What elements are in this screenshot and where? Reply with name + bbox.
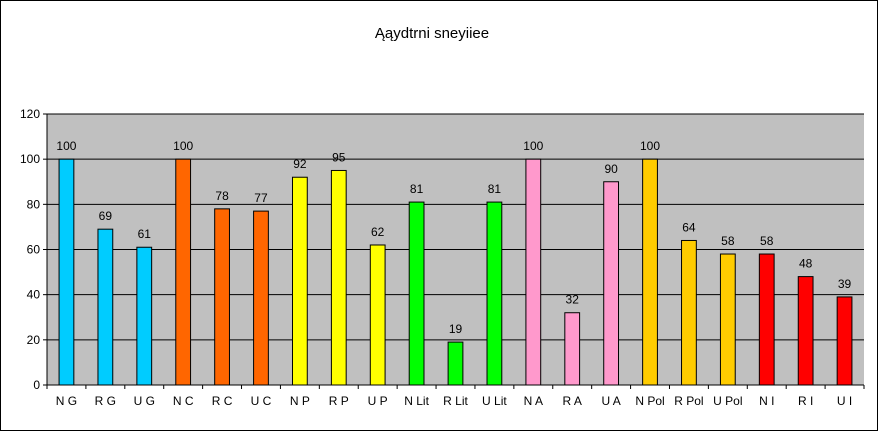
x-tick-label: U G xyxy=(134,394,155,408)
data-label: 69 xyxy=(99,209,113,223)
bar xyxy=(369,244,386,386)
y-tick-label: 80 xyxy=(27,197,41,211)
data-label: 19 xyxy=(449,322,463,336)
x-tick-label: N Lit xyxy=(404,394,429,408)
x-tick-label: U C xyxy=(251,394,272,408)
bar xyxy=(291,176,308,386)
x-tick-label: N A xyxy=(524,394,543,408)
x-tick-label: N Pol xyxy=(635,394,664,408)
bar xyxy=(58,158,75,386)
data-label: 100 xyxy=(173,139,193,153)
data-label: 62 xyxy=(371,225,385,239)
data-label: 64 xyxy=(682,220,696,234)
bar xyxy=(408,201,425,386)
data-label: 90 xyxy=(604,162,618,176)
data-label: 58 xyxy=(721,234,735,248)
bar xyxy=(719,253,736,386)
x-tick-label: R Pol xyxy=(674,394,703,408)
bar xyxy=(214,208,230,386)
y-tick-label: 0 xyxy=(33,378,40,392)
y-tick-label: 20 xyxy=(27,333,41,347)
data-label: 48 xyxy=(799,257,813,271)
x-tick-label: R I xyxy=(798,394,813,408)
x-tick-label: R A xyxy=(563,394,582,408)
bar xyxy=(797,276,814,386)
x-tick-label: N I xyxy=(759,394,774,408)
x-tick-label: R P xyxy=(329,394,349,408)
y-tick-label: 100 xyxy=(20,152,40,166)
x-tick-label: R G xyxy=(95,394,116,408)
data-label: 100 xyxy=(523,139,543,153)
bar xyxy=(603,181,620,386)
bar xyxy=(253,210,269,386)
y-tick-label: 60 xyxy=(27,243,41,257)
y-tick-label: 120 xyxy=(20,107,40,121)
bar xyxy=(175,158,192,386)
y-tick-label: 40 xyxy=(27,288,41,302)
data-labels: 100 69 61 100 78 77 92 95 62 81 19 81 100 32 90 100 64 58… xyxy=(56,139,851,336)
bar xyxy=(681,239,697,386)
x-tick-label: U I xyxy=(837,394,852,408)
chart-title: Ąąydtrni sneyiiee xyxy=(375,25,489,42)
data-label: 100 xyxy=(56,139,76,153)
x-tick-label: R Lit xyxy=(443,394,468,408)
x-tick-label: N C xyxy=(173,394,194,408)
data-label: 81 xyxy=(488,182,502,196)
x-tick-label: N P xyxy=(290,394,310,408)
data-label: 39 xyxy=(838,277,852,291)
bar xyxy=(564,312,581,386)
data-label: 92 xyxy=(293,157,307,171)
y-tick-labels: 0 20 40 60 80 100 120 xyxy=(20,107,40,392)
data-label: 58 xyxy=(760,234,774,248)
bar xyxy=(758,253,775,386)
bar xyxy=(330,169,347,386)
bar xyxy=(836,296,853,386)
bar xyxy=(642,158,658,386)
axes xyxy=(43,113,865,389)
bar xyxy=(525,158,542,386)
bar xyxy=(136,246,153,386)
data-label: 95 xyxy=(332,150,346,164)
data-label: 61 xyxy=(138,227,152,241)
bars xyxy=(58,158,853,386)
data-label: 81 xyxy=(410,182,424,196)
x-tick-label: R C xyxy=(212,394,233,408)
data-label: 78 xyxy=(215,189,229,203)
bar xyxy=(447,341,464,386)
data-label: 32 xyxy=(566,293,580,307)
x-tick-label: U P xyxy=(368,394,388,408)
x-tick-label: U A xyxy=(601,394,620,408)
x-tick-label: U Pol xyxy=(713,394,742,408)
data-label: 77 xyxy=(254,191,268,205)
bar xyxy=(486,201,503,386)
data-label: 100 xyxy=(640,139,660,153)
bar xyxy=(97,228,114,386)
x-tick-label: N G xyxy=(56,394,77,408)
x-tick-label: U Lit xyxy=(482,394,507,408)
x-tick-labels: N G R G U G N C R C U C N P R P U P N Lit R Lit U L… xyxy=(56,394,852,408)
